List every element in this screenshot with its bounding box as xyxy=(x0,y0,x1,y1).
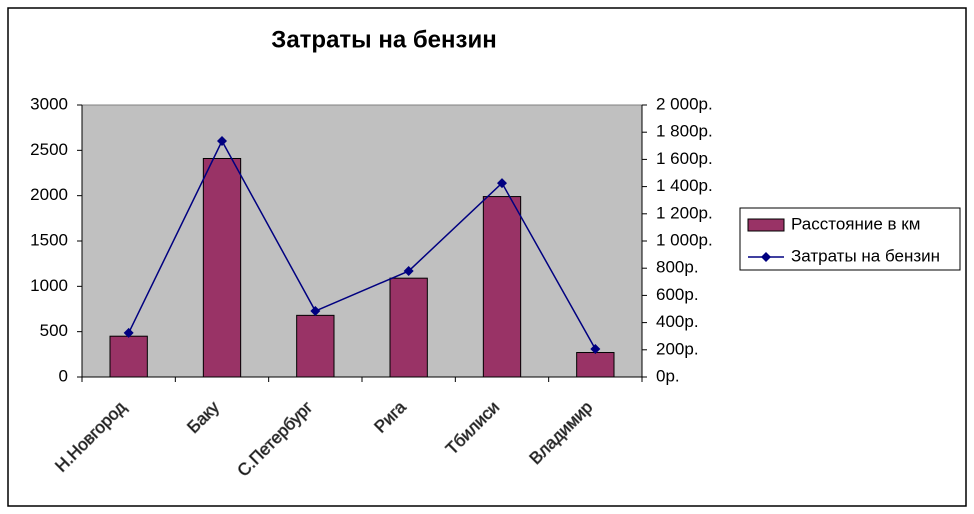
legend-label: Затраты на бензин xyxy=(791,246,940,265)
y2-tick-label: 200р. xyxy=(656,339,699,358)
legend-swatch xyxy=(747,218,785,232)
y2-tick-label: 800р. xyxy=(656,258,699,277)
y2-tick-label: 1 200р. xyxy=(656,203,713,222)
y2-tick-label: 1 000р. xyxy=(656,230,713,249)
y2-tick-label: 1 600р. xyxy=(656,149,713,168)
chart-title: Затраты на бензин xyxy=(271,26,496,53)
marker xyxy=(217,136,227,147)
marker xyxy=(403,266,414,277)
marker xyxy=(497,178,507,189)
bar xyxy=(296,314,335,378)
y-tick-label: 1000 xyxy=(30,276,68,295)
line xyxy=(127,139,596,350)
y2-tick-label: 1 400р. xyxy=(656,176,713,195)
y2-tick-label: 1 800р. xyxy=(656,122,713,141)
marker xyxy=(123,327,134,338)
y-tick-label: 0 xyxy=(59,366,68,385)
y-tick-label: 500 xyxy=(40,321,68,340)
bar xyxy=(576,352,615,378)
plot-area xyxy=(81,104,643,378)
y-tick-label: 2500 xyxy=(30,140,68,159)
bar xyxy=(202,157,242,378)
y-tick-label: 2000 xyxy=(30,185,68,204)
y2-tick-label: 2 000р. xyxy=(656,94,713,113)
bar xyxy=(389,277,428,378)
legend-box xyxy=(739,207,961,271)
y-tick-label: 1500 xyxy=(30,230,68,249)
marker xyxy=(590,343,601,354)
legend-label: Расстояние в км xyxy=(791,214,920,233)
bar xyxy=(482,196,522,378)
marker xyxy=(310,306,321,317)
y2-tick-label: 400р. xyxy=(656,312,699,331)
y-tick-label: 3000 xyxy=(30,94,68,113)
bar xyxy=(109,335,148,378)
y2-tick-label: 600р. xyxy=(656,285,699,304)
y2-tick-label: 0р. xyxy=(656,366,680,385)
legend-marker xyxy=(761,252,771,262)
